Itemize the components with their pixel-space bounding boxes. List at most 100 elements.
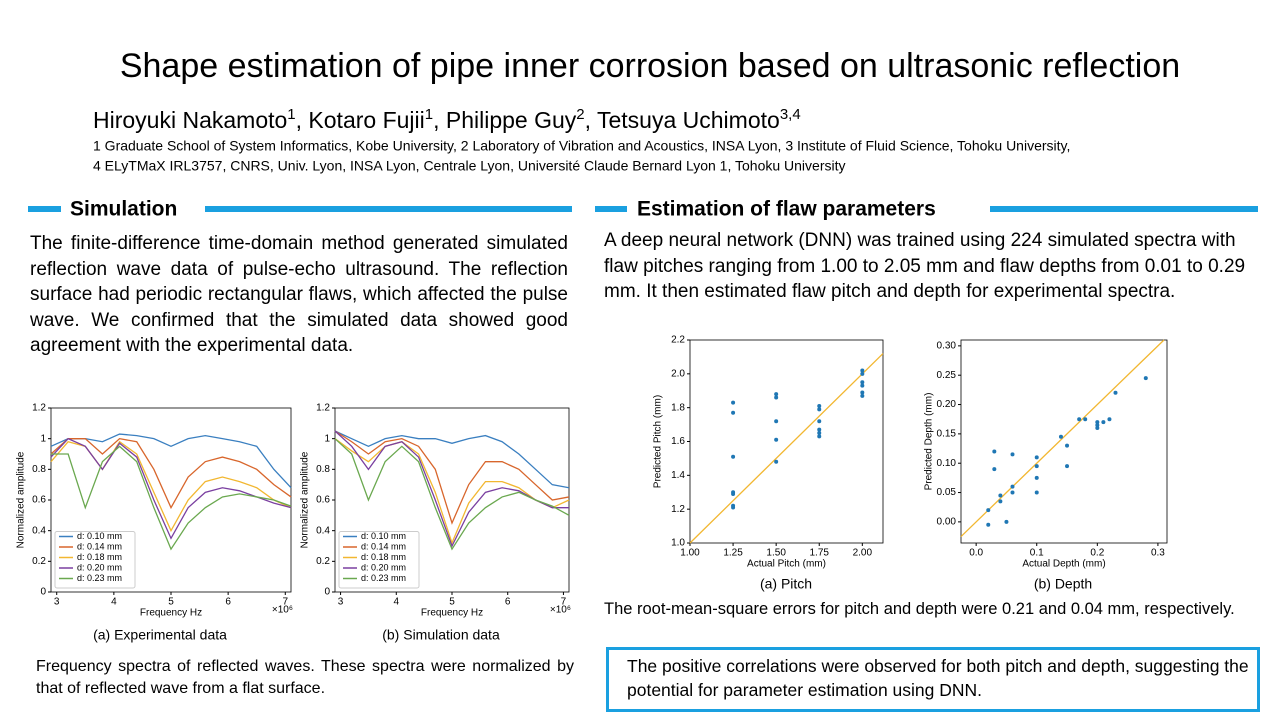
y-tick-label: 0.25	[937, 370, 957, 381]
x-tick-label: 5	[168, 597, 174, 608]
legend-label: d: 0.10 mm	[77, 531, 122, 541]
series-line	[50, 437, 292, 510]
affiliation-mark: 1	[425, 106, 433, 123]
scatter-point	[731, 410, 736, 415]
conclusion-text: The positive correlations were observed …	[627, 656, 1249, 700]
y-tick-label: 0.4	[316, 525, 330, 536]
scatter-point	[998, 499, 1003, 504]
affiliation-mark: 3,4	[780, 106, 801, 123]
scatter-point	[860, 393, 865, 398]
legend-label: d: 0.23 mm	[361, 573, 406, 583]
estimation-text: A deep neural network (DNN) was trained …	[604, 230, 1246, 302]
chart-caption: (b) Depth	[1034, 576, 1092, 592]
x-tick-label: 0.3	[1151, 548, 1165, 559]
legend-box	[338, 531, 420, 589]
scatter-point	[1095, 423, 1100, 428]
legend-label: d: 0.18 mm	[361, 552, 406, 562]
y-tick-label: 0.2	[32, 556, 46, 567]
scatter-point	[1101, 420, 1106, 425]
scatter-point	[992, 467, 997, 472]
x-axis-label: Actual Pitch (mm)	[747, 559, 826, 570]
series-line	[51, 445, 292, 551]
conclusion-box: The positive correlations were observed …	[606, 647, 1260, 712]
y-tick-label: 0.05	[937, 487, 957, 498]
scatter-point	[1065, 464, 1070, 469]
series-line	[50, 433, 292, 489]
legend-label: d: 0.23 mm	[77, 573, 122, 583]
scatter-point	[986, 522, 991, 527]
y-tick-label: 0.2	[316, 556, 330, 567]
scatter-point	[731, 505, 736, 510]
scatter-point	[817, 403, 822, 408]
affiliation: 1 Graduate School of System Informatics,…	[93, 138, 1070, 154]
authors: Hiroyuki Nakamoto1, Kotaro Fujii1, Phili…	[93, 106, 801, 133]
legend-box	[54, 531, 136, 589]
section-heading: Simulation	[70, 198, 177, 221]
scatter-point	[731, 454, 736, 459]
plot-frame	[960, 339, 1168, 544]
scatter-point	[1113, 390, 1118, 395]
y-tick-label: 1.2	[32, 403, 46, 414]
x-tick-label: 5	[449, 597, 455, 608]
x-tick-label: 1.25	[723, 548, 743, 559]
series-line	[334, 438, 570, 551]
author-name: , Philippe Guy	[433, 107, 577, 133]
scatter-point	[1034, 475, 1039, 480]
x-tick-label: 6	[505, 597, 511, 608]
scatter-point	[1095, 420, 1100, 425]
x-tick-label: 0.0	[969, 548, 983, 559]
identity-line	[689, 353, 884, 544]
y-tick-label: 0.4	[32, 525, 46, 536]
scatter-point	[774, 419, 779, 424]
x-axis-label: Frequency Hz	[140, 608, 202, 619]
y-axis-label: Predicted Pitch (mm)	[653, 395, 664, 488]
x-tick-label: 6	[225, 597, 231, 608]
x-tick-label: 1.75	[810, 548, 830, 559]
scatter-point	[817, 407, 822, 412]
y-tick-label: 1.8	[671, 402, 685, 413]
y-tick-label: 1.2	[316, 403, 330, 414]
x-tick-label: 4	[394, 597, 400, 608]
legend-label: d: 0.14 mm	[361, 541, 406, 551]
scatter-point	[860, 383, 865, 388]
scatter-point	[1010, 490, 1015, 495]
y-tick-label: 2.0	[671, 368, 685, 379]
y-tick-label: 0.15	[937, 429, 957, 440]
x-tick-label: 3	[338, 597, 344, 608]
plot-frame	[689, 339, 884, 544]
result-text: The root-mean-square errors for pitch an…	[604, 600, 1235, 618]
y-tick-label: 1.2	[671, 504, 685, 515]
author-name: , Kotaro Fujii	[296, 107, 425, 133]
affiliation: 4 ELyTMaX IRL3757, CNRS, Univ. Lyon, INS…	[93, 158, 845, 174]
scatter-point	[986, 508, 991, 513]
scatter-point	[860, 368, 865, 373]
scatter-point	[731, 491, 736, 496]
y-tick-label: 0.6	[32, 495, 46, 506]
y-tick-label: 0.10	[937, 458, 957, 469]
x-tick-label: 4	[111, 597, 117, 608]
legend-label: d: 0.20 mm	[361, 562, 406, 572]
affiliation-mark: 2	[576, 106, 584, 123]
affiliation-mark: 1	[287, 106, 295, 123]
scatter-point	[1107, 417, 1112, 422]
y-tick-label: 1	[40, 433, 46, 444]
scatter-point	[998, 493, 1003, 498]
y-tick-label: 1.6	[671, 436, 685, 447]
scatter-point	[1143, 376, 1148, 381]
y-tick-label: 0	[324, 587, 330, 598]
scatter-point	[1010, 452, 1015, 457]
figure-caption: Frequency spectra of reflected waves. Th…	[36, 658, 574, 697]
y-axis-label: Normalized amplitude	[300, 451, 311, 548]
y-axis-label: Predicted Depth (mm)	[924, 393, 935, 491]
scatter-point	[1083, 417, 1088, 422]
x-tick-label: 0.1	[1030, 548, 1044, 559]
identity-line	[960, 339, 1165, 538]
chart-caption: (a) Experimental data	[93, 627, 227, 643]
scatter-point	[1034, 490, 1039, 495]
author-name: , Tetsuya Uchimoto	[585, 107, 780, 133]
series-line	[334, 438, 570, 545]
scatter-point	[817, 434, 822, 439]
simulation-text: The finite-difference time-domain method…	[30, 233, 568, 356]
